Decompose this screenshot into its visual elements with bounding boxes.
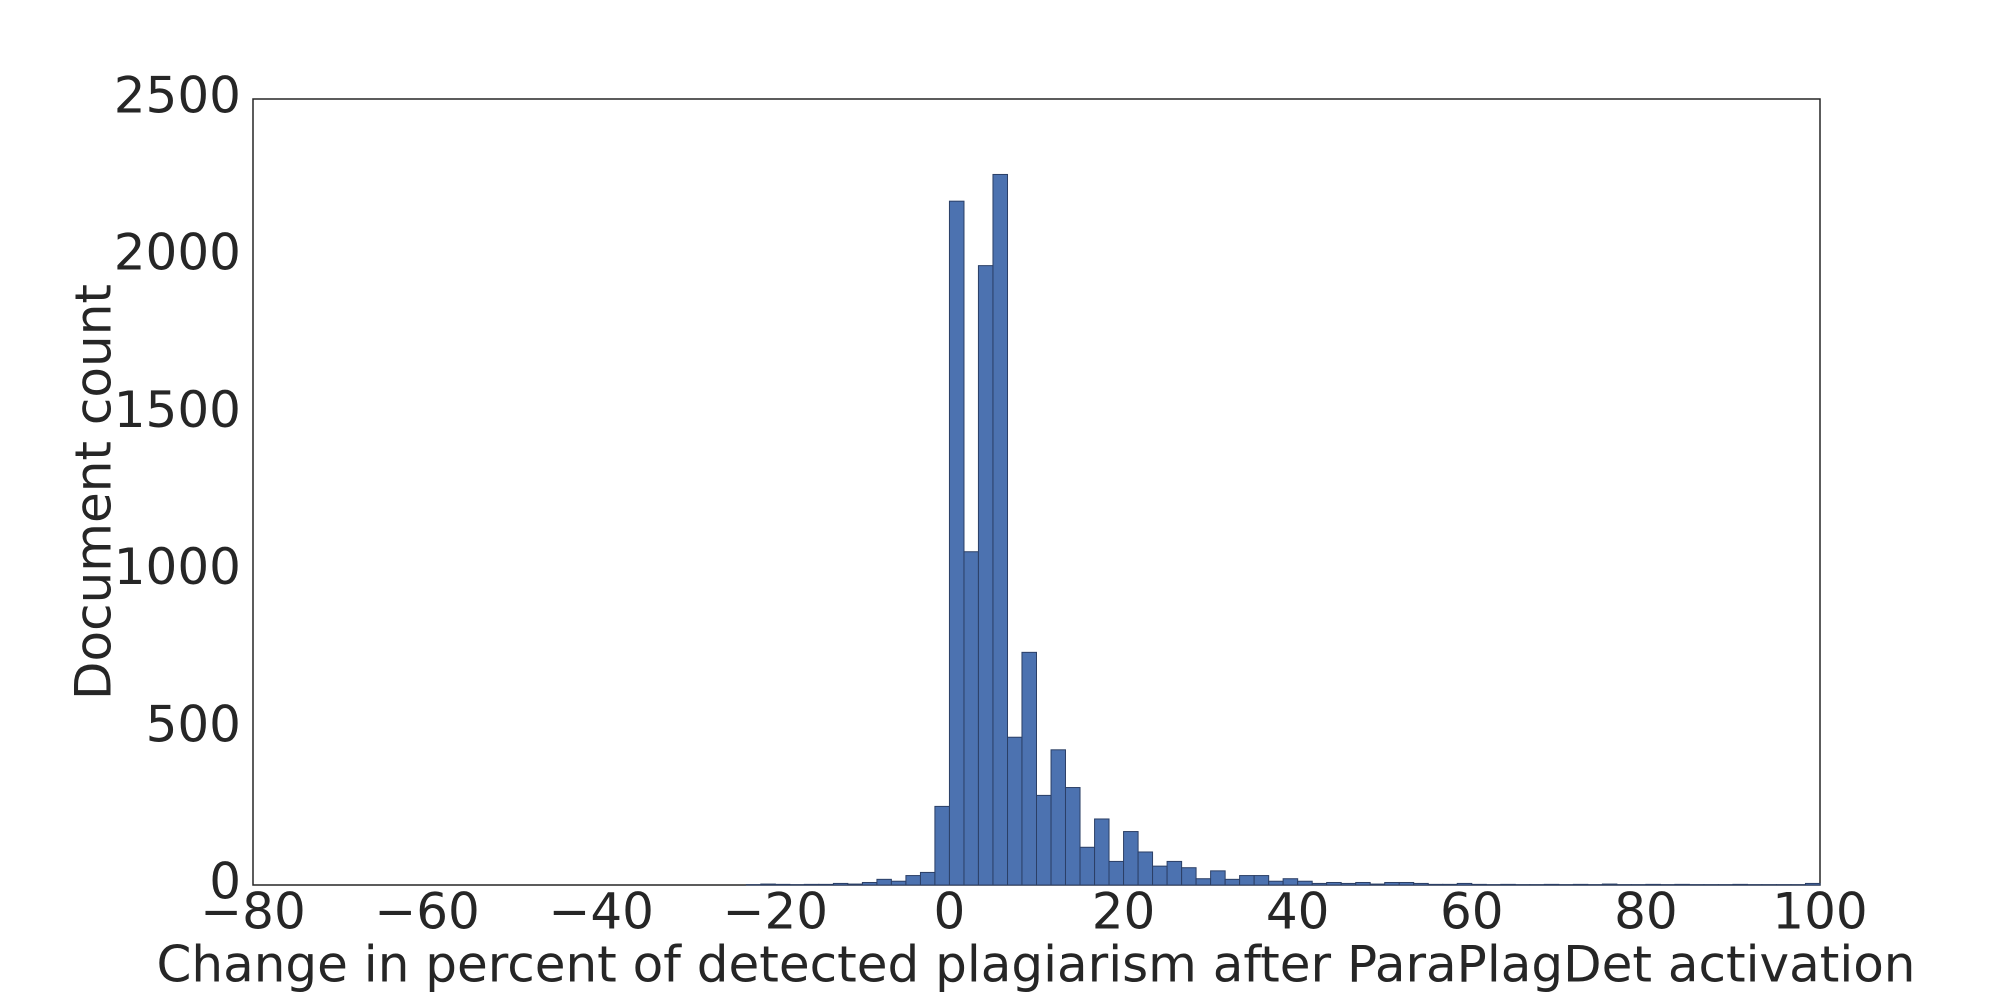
bar	[1152, 865, 1168, 886]
x-tick-label: −20	[723, 883, 829, 941]
bar	[1094, 818, 1110, 886]
bar	[1326, 881, 1342, 886]
bar	[1427, 883, 1444, 886]
bar	[1021, 651, 1038, 886]
bar	[1732, 883, 1748, 886]
bar	[1369, 883, 1386, 886]
bar	[1050, 749, 1066, 886]
bar	[1007, 736, 1023, 886]
y-tick-label: 2000	[114, 224, 241, 282]
bar	[1500, 883, 1516, 886]
x-tick-label: 40	[1266, 883, 1330, 941]
bar	[992, 173, 1009, 886]
x-tick-label: 60	[1440, 883, 1504, 941]
bar	[1398, 881, 1415, 886]
x-tick-label: −60	[374, 883, 480, 941]
bar	[905, 875, 921, 886]
y-tick-label: 500	[146, 695, 241, 753]
x-tick-label: 0	[934, 883, 966, 941]
bar	[1297, 880, 1313, 886]
bar	[977, 265, 994, 886]
x-tick-label: −40	[548, 883, 654, 941]
y-tick-label: 1000	[114, 538, 241, 596]
bar	[1311, 882, 1328, 886]
bar	[1166, 860, 1183, 886]
y-axis-label: Document count	[65, 284, 123, 700]
bar	[1268, 880, 1284, 886]
bar	[1079, 846, 1096, 886]
bar	[963, 551, 979, 886]
bar	[1572, 883, 1589, 886]
bar	[1064, 787, 1081, 886]
bar	[1036, 794, 1052, 886]
bar	[1239, 875, 1255, 886]
bar	[774, 883, 791, 886]
bar	[1210, 870, 1226, 886]
bar	[1674, 883, 1690, 886]
bar	[1601, 883, 1618, 886]
bar	[760, 883, 776, 886]
bar	[1137, 851, 1154, 886]
bar	[1456, 882, 1473, 886]
bar	[861, 881, 878, 886]
bar	[1181, 867, 1197, 886]
bar	[818, 883, 834, 886]
x-axis-label: Change in percent of detected plagiarism…	[156, 936, 1915, 994]
y-tick-label: 1500	[114, 381, 241, 439]
bar	[1413, 882, 1429, 886]
bar	[832, 882, 849, 886]
x-tick-label: 80	[1614, 883, 1678, 941]
y-tick-label: 2500	[114, 67, 241, 125]
bar	[890, 880, 907, 886]
bar	[1224, 878, 1241, 886]
bar	[1645, 883, 1661, 886]
x-tick-label: −80	[200, 883, 306, 941]
bar	[1123, 831, 1139, 886]
x-tick-label: 100	[1772, 883, 1867, 941]
bar	[934, 805, 950, 886]
bar	[1108, 860, 1125, 886]
bar	[1355, 881, 1371, 886]
bar	[1442, 883, 1458, 886]
y-tick-label: 0	[209, 853, 241, 911]
bar	[1804, 882, 1821, 886]
bar	[1340, 882, 1357, 886]
bar	[919, 871, 936, 886]
bar	[847, 883, 863, 886]
bar	[1195, 878, 1212, 886]
bar	[803, 883, 820, 886]
bar	[1543, 883, 1560, 886]
bar	[1471, 883, 1487, 886]
bar	[1282, 878, 1299, 886]
bar	[1384, 881, 1400, 886]
bar	[1253, 875, 1270, 886]
x-tick-label: 20	[1092, 883, 1156, 941]
bar	[876, 878, 892, 886]
bar	[948, 200, 965, 886]
